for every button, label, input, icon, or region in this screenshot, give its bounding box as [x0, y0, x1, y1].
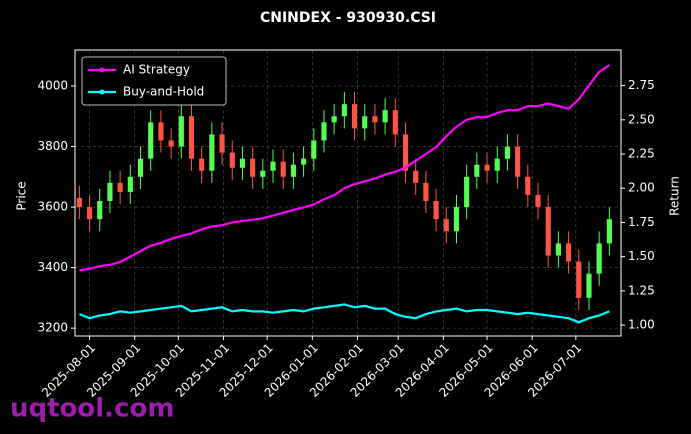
- candle-body: [250, 158, 256, 177]
- y2-tick-label: 2.25: [628, 147, 655, 161]
- y-tick-label: 3800: [37, 139, 68, 153]
- y2-tick-label: 2.75: [628, 78, 655, 92]
- watermark: uqtool.com: [10, 394, 174, 424]
- candle-body: [158, 122, 164, 141]
- candle-body: [413, 170, 419, 183]
- candle-body: [484, 164, 490, 171]
- candle-body: [86, 207, 93, 220]
- y2-axis-label: Return: [668, 176, 682, 216]
- candle-body: [107, 182, 113, 202]
- chart-title: CNINDEX - 930930.CSI: [260, 10, 436, 26]
- candle-body: [474, 164, 480, 177]
- candle-body: [331, 116, 337, 123]
- legend-label: Buy-and-Hold: [123, 85, 204, 99]
- candle-body: [494, 158, 500, 171]
- candle-body: [280, 161, 286, 177]
- candle-body: [402, 134, 409, 171]
- y-tick-label: 3600: [37, 200, 68, 214]
- candle-body: [555, 243, 561, 256]
- candle-body: [382, 110, 388, 123]
- y-tick-label: 3400: [37, 260, 68, 274]
- candle-body: [127, 176, 133, 192]
- y-axis-label: Price: [15, 181, 29, 210]
- candle-body: [443, 219, 449, 232]
- candle-body: [545, 207, 551, 256]
- legend-marker: [99, 67, 105, 73]
- candle-body: [117, 182, 123, 192]
- candle-body: [392, 110, 398, 135]
- candle-body: [260, 170, 266, 177]
- candle-body: [453, 207, 460, 232]
- candle-body: [301, 158, 307, 165]
- candle-body: [270, 161, 276, 171]
- candle-body: [433, 201, 439, 220]
- y2-tick-label: 1.75: [628, 215, 655, 229]
- line-series: [78, 303, 610, 324]
- candle-body: [362, 116, 368, 129]
- candle-body: [137, 158, 144, 177]
- y2-tick-label: 2.50: [628, 112, 655, 126]
- candle-body: [504, 146, 511, 159]
- candle-body: [239, 158, 246, 168]
- line-series: [79, 64, 611, 272]
- candle-body: [188, 116, 195, 159]
- candle-body: [372, 116, 378, 123]
- candle-body: [219, 134, 225, 153]
- candle-body: [168, 140, 174, 147]
- y-tick-label: 3200: [37, 321, 68, 335]
- legend-box: [81, 56, 227, 106]
- plot-frame: [74, 49, 622, 337]
- candle-body: [351, 104, 358, 129]
- y2-tick-label: 1.00: [628, 318, 655, 332]
- legend-label: AI Strategy: [123, 63, 190, 77]
- candle-body: [148, 122, 154, 159]
- y-tick-label: 4000: [37, 79, 68, 93]
- candle-body: [229, 152, 235, 168]
- y2-tick-label: 1.50: [628, 249, 655, 263]
- candle-body: [464, 176, 470, 208]
- candle-body: [311, 140, 317, 159]
- candle-body: [566, 243, 572, 262]
- candle-body: [321, 122, 327, 141]
- candle-body: [576, 261, 582, 298]
- y2-tick-label: 2.00: [628, 181, 655, 195]
- candle-body: [341, 104, 347, 117]
- candle-body: [76, 197, 82, 208]
- candle-body: [290, 164, 296, 177]
- y2-tick-label: 1.25: [628, 283, 655, 297]
- candle-body: [535, 194, 541, 208]
- candle-body: [178, 116, 184, 147]
- candle-body: [199, 158, 205, 171]
- candle-body: [525, 176, 531, 195]
- candle-body: [596, 243, 602, 274]
- candle-body: [97, 201, 103, 220]
- candle-body: [423, 182, 429, 202]
- candle-body: [515, 146, 521, 177]
- candle-body: [606, 219, 612, 244]
- legend-marker: [99, 89, 105, 95]
- candle-body: [586, 273, 592, 298]
- candle-body: [209, 134, 215, 171]
